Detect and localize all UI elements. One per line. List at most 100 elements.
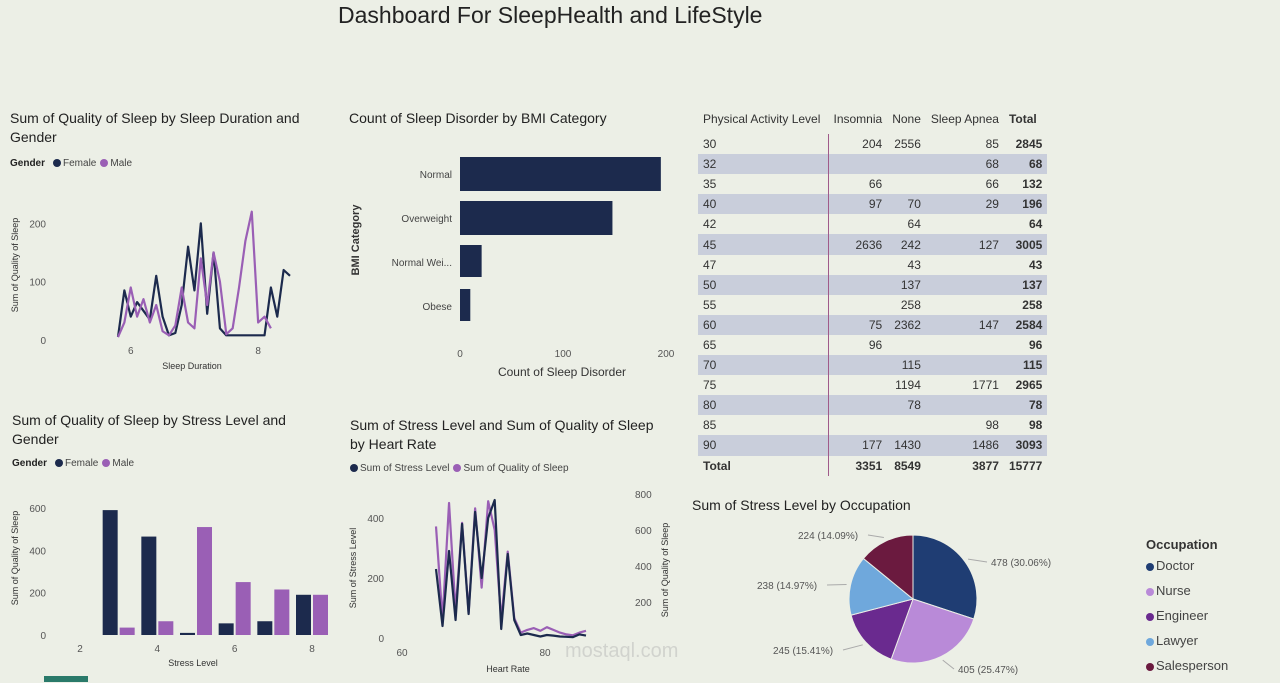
matrix-cell-level: 32 (698, 154, 829, 175)
matrix-cell-insomnia (829, 255, 888, 275)
y-left-axis-label: Sum of Stress Level (348, 528, 358, 609)
y-tick-label: 200 (29, 219, 46, 230)
legend-item-lawyer[interactable]: Lawyer (1146, 633, 1228, 658)
matrix-row[interactable]: 32 68 68 (698, 154, 1048, 175)
chart1-legend-female: Female (63, 158, 97, 169)
matrix-cell-insomnia (828, 154, 888, 175)
matrix-header-insomnia[interactable]: Insomnia (833, 112, 883, 126)
matrix-cell-apnea (925, 355, 1004, 376)
matrix-row[interactable]: 75 1194 1771 2965 (698, 375, 1047, 396)
matrix-row[interactable]: 60 75 2362 147 2584 (698, 314, 1048, 335)
matrix-cell-none (887, 415, 926, 435)
legend-label-engineer: Engineer (1156, 608, 1209, 623)
category-label: Obese (423, 302, 453, 313)
matrix-cell-total: 2965 (1015, 378, 1043, 393)
matrix-row[interactable]: 40 97 70 29 196 (698, 194, 1048, 215)
matrix-cell-none: 2556 (894, 137, 921, 152)
matrix-row[interactable]: 47 43 43 (698, 254, 1047, 275)
legend-label-doctor: Doctor (1156, 558, 1195, 573)
matrix-cell-level: 30 (698, 134, 829, 155)
quality-by-stress-chart[interactable]: 0 200 400 600 2 4 6 8 Stress Level Sum of Quality… (0, 478, 340, 678)
matrix-row[interactable]: 65 96 96 (698, 334, 1047, 356)
chart2-title: Count of Sleep Disorder by BMI Category (349, 110, 607, 126)
matrix-row[interactable]: 70 115 115 (698, 355, 1048, 376)
chart5-title: Sum of Stress Level by Occupation (692, 497, 911, 513)
stress-quality-by-hr-chart[interactable]: 0 200 400 200 400 600 800 60 80 Heart Rate Sum of … (340, 480, 690, 680)
matrix-row[interactable]: 80 78 78 (698, 395, 1048, 416)
matrix-cell-none (887, 174, 926, 194)
stress-by-occupation-chart[interactable]: 478 (30.06%) 405 (25.47%) 245 (15.41%) 238 … (740, 520, 1100, 680)
matrix-row[interactable]: 90 177 1430 1486 3093 (698, 435, 1048, 456)
matrix-cell-insomnia: 204 (862, 137, 883, 152)
matrix-total-apnea: 3877 (972, 458, 999, 473)
matrix-cell-level: 55 (698, 294, 829, 315)
matrix-cell-total: 2845 (1015, 137, 1043, 152)
chart3-legend: Gender Female Male (12, 458, 134, 469)
matrix-cell-none: 70 (887, 194, 926, 215)
matrix-cell-none: 78 (887, 395, 926, 416)
matrix-row[interactable]: 45 2636 242 127 3005 (698, 234, 1048, 255)
matrix-cell-none: 1194 (895, 378, 921, 393)
matrix-row[interactable]: 35 66 66 132 (698, 174, 1047, 195)
matrix-cell-insomnia (829, 415, 888, 435)
matrix-cell-level: 60 (698, 314, 829, 335)
matrix-total-level: Total (698, 455, 829, 476)
disorder-by-bmi-chart[interactable]: Normal Overweight Normal Wei... Obese 0 100 20… (340, 140, 690, 385)
matrix-cell-level: 75 (698, 375, 829, 396)
legend-item-doctor[interactable]: Doctor (1146, 558, 1228, 583)
y-right-axis-label: Sum of Quality of Sleep (660, 523, 670, 618)
bar-male (235, 582, 251, 635)
bar-male (274, 589, 290, 635)
activity-disorder-matrix[interactable]: Physical Activity Level Insomnia None Sl… (698, 112, 1048, 476)
legend-item-nurse[interactable]: Nurse (1146, 583, 1228, 608)
matrix-row[interactable]: 55 258 258 (698, 294, 1047, 315)
matrix-header-level[interactable]: Physical Activity Level (703, 112, 821, 126)
chart1-legend-title: Gender (10, 158, 46, 169)
legend-item-engineer[interactable]: Engineer (1146, 608, 1228, 633)
y-tick-label: 200 (29, 589, 46, 600)
matrix-cell-level: 80 (698, 395, 829, 416)
x-axis-label: Sleep Duration (162, 361, 222, 371)
matrix-cell-total: 98 (1028, 418, 1043, 433)
pie-data-label: 245 (15.41%) (773, 646, 833, 657)
matrix-cell-level: 50 (698, 274, 829, 295)
matrix-header-none[interactable]: None (892, 112, 921, 126)
matrix-header-apnea[interactable]: Sleep Apnea (930, 112, 999, 126)
quality-by-duration-chart[interactable]: 0 100 200 6 8 Sleep Duration Sum of Quality of… (0, 175, 330, 380)
x-tick-label: 8 (309, 644, 315, 655)
matrix-cell-apnea (925, 395, 1004, 416)
matrix-row[interactable]: 30 204 2556 85 2845 (698, 134, 1047, 155)
matrix-cell-none: 1430 (887, 435, 926, 456)
legend-dot-male-icon (100, 159, 109, 167)
matrix-cell-level: 90 (698, 435, 829, 456)
matrix-cell-total: 64 (1028, 217, 1043, 232)
matrix-row[interactable]: 50 137 137 (698, 274, 1048, 295)
matrix-cell-apnea (926, 214, 1004, 234)
y-axis-label: Sum of Quality of Sleep (10, 511, 20, 606)
matrix-cell-level: 47 (698, 254, 829, 275)
y-right-tick-label: 200 (635, 598, 652, 609)
matrix-header-total[interactable]: Total (1008, 112, 1037, 126)
x-tick-label: 200 (658, 349, 675, 360)
matrix-cell-none: 115 (887, 355, 926, 376)
matrix-cell-total: 78 (1003, 395, 1048, 416)
matrix-cell-total: 115 (1003, 355, 1048, 376)
matrix-cell-none (887, 154, 926, 175)
pie-data-label: 224 (14.09%) (798, 531, 858, 542)
legend-item-salesperson[interactable]: Salesperson (1146, 658, 1228, 683)
pie-leader-line (942, 659, 955, 670)
legend-dot-salesperson-icon (1146, 663, 1154, 671)
legend-dot-quality-icon (453, 464, 462, 472)
matrix-row[interactable]: 42 64 64 (698, 214, 1047, 235)
matrix-cell-insomnia: 66 (868, 177, 883, 192)
y-left-tick-label: 200 (367, 574, 384, 585)
pie-data-label: 405 (25.47%) (958, 665, 1018, 676)
x-axis-label: Stress Level (168, 658, 218, 668)
watermark: mostaql.com (565, 640, 679, 662)
y-left-tick-label: 0 (378, 634, 384, 645)
matrix-cell-insomnia: 75 (828, 314, 888, 335)
matrix-row[interactable]: 85 98 98 (698, 415, 1047, 436)
matrix-cell-total: 2584 (1003, 314, 1048, 335)
matrix-cell-apnea (926, 335, 1004, 355)
y-tick-label: 600 (29, 504, 46, 515)
